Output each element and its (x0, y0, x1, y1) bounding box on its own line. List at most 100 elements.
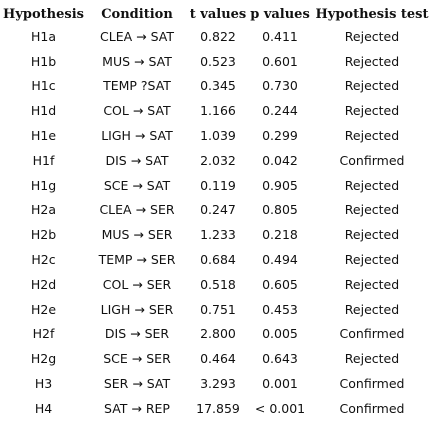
cell-t-value: 2.800 (200, 326, 236, 342)
table-row: H1e LIGH → SAT 1.039 0.299 Rejected (0, 123, 433, 148)
table-row: H3 SER → SAT 3.293 0.001 Confirmed (0, 371, 433, 396)
table-row: H2e LIGH → SER 0.751 0.453 Rejected (0, 297, 433, 322)
cell-hypothesis: H1c (31, 78, 56, 94)
header-hypothesis: Hypothesis (3, 6, 84, 22)
table-body: H1a CLEA → SAT 0.822 0.411 Rejected H1b MUS → … (0, 24, 433, 421)
cell-p-value: 0.730 (262, 78, 298, 94)
cell-t-value: 1.039 (200, 128, 236, 144)
cell-condition: SER → SAT (103, 376, 171, 392)
cell-hypothesis: H1b (30, 53, 57, 69)
cell-hypothesis: H2f (32, 326, 55, 342)
cell-condition: COL → SAT (103, 103, 171, 119)
cell-p-value: 0.494 (262, 252, 298, 268)
cell-hypothesis-test: Confirmed (339, 400, 405, 416)
cell-hypothesis: H2b (30, 227, 57, 243)
cell-p-value: < 0.001 (254, 400, 306, 416)
cell-condition: LIGH → SAT (101, 128, 173, 144)
cell-hypothesis-test: Rejected (344, 276, 400, 292)
cell-p-value: 0.299 (262, 128, 298, 144)
cell-t-value: 1.166 (200, 103, 236, 119)
cell-hypothesis: H4 (34, 400, 53, 416)
table-row: H1d COL → SAT 1.166 0.244 Rejected (0, 98, 433, 123)
table-row: H2c TEMP → SER 0.684 0.494 Rejected (0, 247, 433, 272)
cell-p-value: 0.643 (262, 351, 298, 367)
table-row: H1b MUS → SAT 0.523 0.601 Rejected (0, 49, 433, 74)
cell-p-value: 0.453 (262, 301, 298, 317)
cell-condition: LIGH → SER (100, 301, 174, 317)
cell-condition: CLEA → SAT (100, 28, 174, 44)
cell-hypothesis-test: Rejected (344, 103, 400, 119)
cell-p-value: 0.005 (262, 326, 298, 342)
cell-condition: SAT → REP (104, 400, 170, 416)
cell-hypothesis: H2e (30, 301, 57, 317)
cell-hypothesis-test: Rejected (344, 202, 400, 218)
cell-hypothesis: H2c (31, 252, 56, 268)
cell-p-value: 0.805 (262, 202, 298, 218)
cell-hypothesis: H2a (30, 202, 56, 218)
cell-condition: DIS → SAT (105, 152, 169, 168)
cell-p-value: 0.605 (262, 276, 298, 292)
cell-t-value: 0.119 (200, 177, 236, 193)
cell-hypothesis: H1d (30, 103, 57, 119)
cell-hypothesis: H2d (30, 276, 57, 292)
table-row: H4 SAT → REP 17.859 < 0.001 Confirmed (0, 396, 433, 421)
cell-p-value: 0.601 (262, 53, 298, 69)
table-row: H2f DIS → SER 2.800 0.005 Confirmed (0, 322, 433, 347)
table-row: H1c TEMP ?SAT 0.345 0.730 Rejected (0, 74, 433, 99)
cell-p-value: 0.042 (262, 152, 298, 168)
table-row: H2a CLEA → SER 0.247 0.805 Rejected (0, 198, 433, 223)
cell-hypothesis: H1g (30, 177, 57, 193)
cell-condition: TEMP → SER (98, 252, 176, 268)
cell-t-value: 3.293 (200, 376, 236, 392)
cell-t-value: 0.345 (200, 78, 236, 94)
cell-hypothesis-test: Rejected (344, 28, 400, 44)
cell-hypothesis-test: Confirmed (339, 326, 405, 342)
cell-condition: TEMP ?SAT (103, 78, 171, 94)
cell-hypothesis-test: Rejected (344, 301, 400, 317)
header-row: Hypothesis Condition t values p values H… (0, 4, 433, 24)
cell-t-value: 1.233 (200, 227, 236, 243)
cell-hypothesis: H2g (30, 351, 57, 367)
cell-t-value: 0.751 (200, 301, 236, 317)
cell-t-value: 0.247 (200, 202, 236, 218)
cell-hypothesis-test: Rejected (344, 53, 400, 69)
cell-t-value: 0.684 (200, 252, 236, 268)
header-t-values: t values (189, 6, 247, 22)
results-table-container: Hypothesis Condition t values p values H… (0, 4, 433, 421)
table-row: H1f DIS → SAT 2.032 0.042 Confirmed (0, 148, 433, 173)
cell-condition: DIS → SER (104, 326, 170, 342)
cell-hypothesis-test: Rejected (344, 252, 400, 268)
table-row: H2g SCE → SER 0.464 0.643 Rejected (0, 346, 433, 371)
cell-t-value: 0.523 (200, 53, 236, 69)
header-condition: Condition (101, 6, 173, 22)
cell-condition: CLEA → SER (99, 202, 175, 218)
cell-condition: COL → SER (102, 276, 172, 292)
header-hypothesis-test: Hypothesis test (315, 6, 429, 22)
cell-hypothesis-test: Rejected (344, 128, 400, 144)
cell-p-value: 0.244 (262, 103, 298, 119)
cell-p-value: 0.001 (262, 376, 298, 392)
cell-t-value: 0.822 (200, 28, 236, 44)
cell-p-value: 0.905 (262, 177, 298, 193)
cell-condition: SCE → SER (103, 351, 171, 367)
cell-t-value: 0.464 (200, 351, 236, 367)
cell-condition: SCE → SAT (103, 177, 171, 193)
cell-condition: MUS → SER (101, 227, 173, 243)
cell-hypothesis: H1e (30, 128, 57, 144)
cell-hypothesis-test: Confirmed (339, 152, 405, 168)
header-p-values: p values (250, 6, 310, 22)
hypothesis-results-table: Hypothesis Condition t values p values H… (0, 4, 433, 421)
table-row: H2d COL → SER 0.518 0.605 Rejected (0, 272, 433, 297)
cell-hypothesis: H1f (32, 152, 55, 168)
table-row: H1a CLEA → SAT 0.822 0.411 Rejected (0, 24, 433, 49)
cell-hypothesis-test: Rejected (344, 78, 400, 94)
cell-hypothesis-test: Confirmed (339, 376, 405, 392)
cell-p-value: 0.411 (262, 28, 298, 44)
table-row: H2b MUS → SER 1.233 0.218 Rejected (0, 222, 433, 247)
cell-t-value: 0.518 (200, 276, 236, 292)
cell-hypothesis-test: Rejected (344, 351, 400, 367)
cell-t-value: 17.859 (196, 400, 240, 416)
cell-condition: MUS → SAT (102, 53, 172, 69)
cell-hypothesis: H1a (30, 28, 56, 44)
cell-p-value: 0.218 (262, 227, 298, 243)
